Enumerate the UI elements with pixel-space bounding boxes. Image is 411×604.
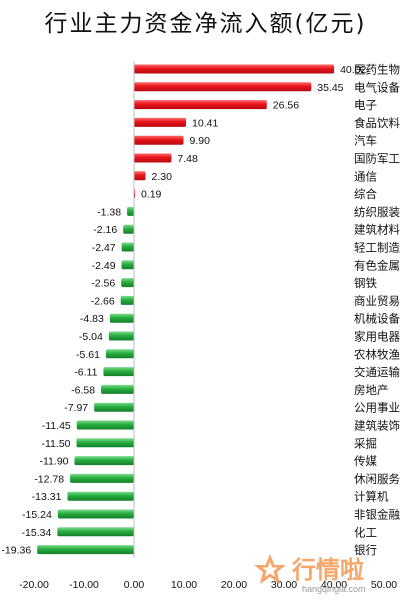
- star-icon: [254, 554, 286, 584]
- bar-建筑装饰: [76, 420, 134, 430]
- bar-机械设备: [109, 313, 134, 323]
- x-tick-label: 10.00: [171, 579, 197, 591]
- x-tick-label: 20.00: [221, 579, 247, 591]
- category-label: 房地产: [354, 383, 389, 397]
- category-label: 电子: [354, 98, 377, 112]
- data-label: -13.31: [32, 491, 62, 503]
- data-label: -2.56: [91, 278, 115, 290]
- category-label: 医药生物: [354, 63, 400, 77]
- data-label: 0.19: [141, 189, 162, 201]
- bar-纺织服装: [127, 206, 134, 216]
- bar-计算机: [67, 491, 134, 501]
- category-label: 非银金融: [354, 508, 400, 522]
- data-label: -15.34: [22, 527, 52, 539]
- data-label: -11.45: [42, 420, 71, 432]
- data-label: 9.90: [190, 135, 211, 147]
- data-label: -15.24: [22, 509, 52, 521]
- data-label: 26.56: [273, 100, 299, 112]
- data-label: -11.50: [42, 438, 71, 450]
- data-label: 7.48: [177, 153, 198, 165]
- data-label: -1.38: [97, 206, 121, 218]
- data-label: -11.90: [40, 456, 69, 468]
- bar-有色金属: [121, 260, 134, 270]
- bar-传媒: [74, 456, 134, 466]
- bar-汽车: [134, 135, 184, 145]
- category-label: 通信: [354, 169, 377, 183]
- category-label: 银行: [354, 543, 377, 557]
- category-label: 轻工制造: [354, 241, 400, 255]
- bar-采掘: [76, 438, 134, 448]
- data-label: 40.02: [340, 64, 366, 76]
- category-label: 农林牧渔: [354, 347, 400, 361]
- bar-房地产: [101, 384, 134, 394]
- chart-title: 行业主力资金净流入额(亿元): [44, 11, 367, 37]
- data-label: -19.36: [1, 545, 31, 557]
- category-label: 纺织服装: [354, 205, 400, 219]
- category-label: 钢铁: [354, 276, 377, 290]
- bar-建筑材料: [123, 224, 134, 234]
- category-label: 休闲服务: [354, 472, 400, 486]
- bar-国防军工: [134, 153, 172, 163]
- data-label: 35.45: [317, 82, 343, 94]
- category-label: 商业贸易: [354, 294, 400, 308]
- bar-公用事业: [94, 402, 134, 412]
- data-label: -6.11: [74, 367, 97, 379]
- bar-商业贸易: [120, 295, 134, 305]
- watermark-logo: 行情啦 hangqingla.com: [254, 554, 366, 594]
- category-label: 交通运输: [354, 365, 400, 379]
- watermark-url: hangqingla.com: [302, 584, 366, 594]
- bar-家用电器: [108, 331, 134, 341]
- x-tick-label: -10.00: [69, 579, 99, 591]
- category-label: 采掘: [354, 436, 377, 450]
- bar-电子: [134, 100, 267, 110]
- data-label: -2.47: [92, 242, 116, 254]
- data-label: -7.97: [64, 402, 88, 414]
- data-label: -2.49: [92, 260, 116, 272]
- data-label: -5.04: [79, 331, 103, 343]
- category-label: 家用电器: [354, 330, 400, 344]
- bar-休闲服务: [70, 473, 134, 483]
- data-label: -2.16: [93, 224, 117, 236]
- data-label: -12.78: [34, 473, 64, 485]
- watermark-brand: 行情啦: [291, 556, 364, 584]
- bar-非银金融: [57, 509, 134, 519]
- bar-农林牧渔: [105, 349, 134, 359]
- bar-电气设备: [134, 82, 312, 92]
- category-label: 建筑装饰: [354, 419, 400, 433]
- data-label: -4.83: [80, 313, 104, 325]
- category-label: 建筑材料: [354, 223, 400, 237]
- category-label: 计算机: [354, 490, 389, 504]
- data-label: 10.41: [192, 117, 218, 129]
- x-tick-label: -20.00: [19, 579, 49, 591]
- bar-医药生物: [134, 64, 335, 74]
- category-label: 公用事业: [354, 401, 400, 415]
- data-label: -5.61: [76, 349, 100, 361]
- category-label: 国防军工: [354, 152, 400, 166]
- data-label: 2.30: [152, 171, 173, 183]
- category-label: 汽车: [354, 134, 377, 148]
- bar-食品饮料: [134, 117, 187, 127]
- x-tick-label: 0.00: [124, 579, 145, 591]
- bar-化工: [57, 527, 134, 537]
- data-label: -6.58: [71, 384, 95, 396]
- category-label: 有色金属: [354, 258, 400, 272]
- category-label: 综合: [354, 187, 377, 201]
- bar-银行: [37, 545, 135, 555]
- x-tick-label: 40.00: [321, 579, 347, 591]
- data-label: -2.66: [91, 295, 115, 307]
- x-tick-label: 50.00: [371, 579, 397, 591]
- bar-通信: [134, 171, 146, 181]
- category-label: 食品饮料: [354, 116, 400, 130]
- bar-交通运输: [103, 367, 134, 377]
- category-label: 机械设备: [354, 312, 400, 326]
- bar-钢铁: [121, 278, 134, 288]
- bar-轻工制造: [121, 242, 134, 252]
- category-label: 传媒: [354, 454, 377, 468]
- category-label: 化工: [354, 525, 377, 539]
- category-label: 电气设备: [354, 80, 400, 94]
